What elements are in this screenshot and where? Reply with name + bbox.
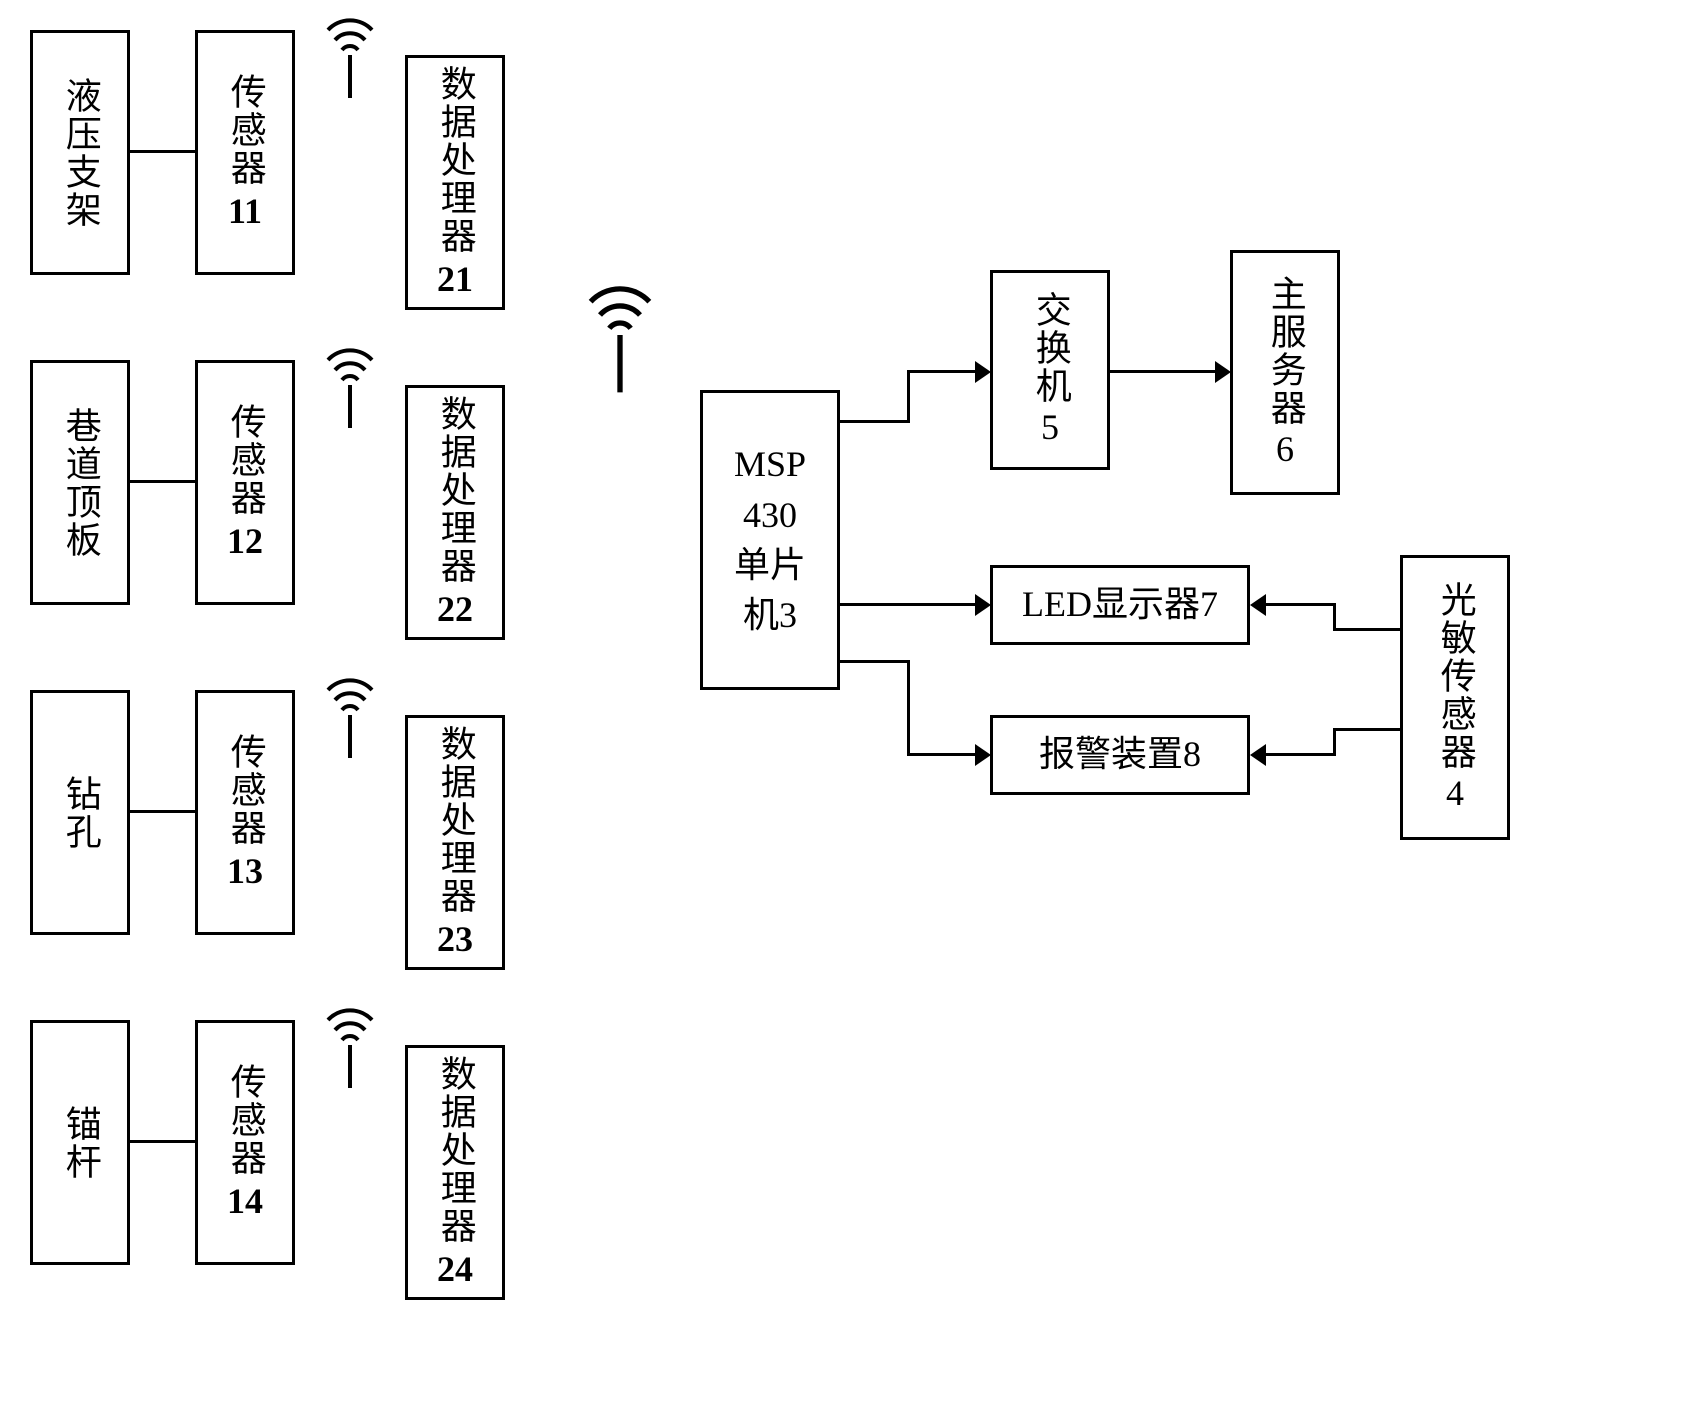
sensor-12: 传感器 12 bbox=[195, 360, 295, 605]
switch-num: 5 bbox=[1041, 407, 1059, 448]
processor-22: 数据处理器 22 bbox=[405, 385, 505, 640]
sensor1-num: 11 bbox=[228, 191, 262, 232]
photosensor-4: 光敏传感器 4 bbox=[1400, 555, 1510, 840]
led-display-7: LED显示器7 bbox=[990, 565, 1250, 645]
mcu-line1: MSP bbox=[734, 439, 806, 489]
sensor-14: 传感器 14 bbox=[195, 1020, 295, 1265]
processor-23: 数据处理器 23 bbox=[405, 715, 505, 970]
connector bbox=[1333, 603, 1336, 631]
connector bbox=[840, 420, 910, 423]
arrowhead-icon bbox=[1250, 594, 1266, 616]
proc2-num: 22 bbox=[437, 589, 473, 630]
connector bbox=[130, 480, 195, 483]
connector bbox=[1333, 728, 1400, 731]
sensor-13: 传感器 13 bbox=[195, 690, 295, 935]
mcu-line4: 机3 bbox=[743, 590, 797, 640]
sensor-11: 传感器 11 bbox=[195, 30, 295, 275]
processor-21: 数据处理器 21 bbox=[405, 55, 505, 310]
arrowhead-icon bbox=[1215, 361, 1231, 383]
wifi-icon bbox=[320, 10, 380, 100]
wifi-icon bbox=[320, 670, 380, 760]
mcu-msp430: MSP 430 单片 机3 bbox=[700, 390, 840, 690]
source1-label: 液压支架 bbox=[59, 77, 100, 229]
connector bbox=[130, 1140, 195, 1143]
wifi-icon bbox=[320, 1000, 380, 1090]
wifi-icon bbox=[320, 340, 380, 430]
connector bbox=[907, 370, 910, 423]
connector bbox=[1110, 370, 1215, 373]
connector bbox=[1266, 753, 1336, 756]
source-drill-hole: 钻孔 bbox=[30, 690, 130, 935]
proc3-num: 23 bbox=[437, 919, 473, 960]
arrowhead-icon bbox=[975, 361, 991, 383]
source2-label: 巷道顶板 bbox=[59, 407, 100, 559]
source-anchor-rod: 锚杆 bbox=[30, 1020, 130, 1265]
proc1-num: 21 bbox=[437, 259, 473, 300]
proc2-label: 数据处理器 bbox=[434, 395, 475, 585]
connector bbox=[907, 753, 975, 756]
mcu-line2: 430 bbox=[743, 490, 797, 540]
connector bbox=[840, 660, 910, 663]
source4-label: 锚杆 bbox=[59, 1105, 100, 1181]
led-label: LED显示器7 bbox=[1022, 584, 1218, 625]
connector bbox=[1333, 628, 1400, 631]
sensor4-num: 14 bbox=[227, 1181, 263, 1222]
mcu-line3: 单片 bbox=[734, 540, 806, 590]
connector bbox=[1266, 603, 1336, 606]
connector bbox=[1333, 728, 1336, 756]
connector bbox=[907, 660, 910, 755]
sensor2-label: 传感器 bbox=[224, 403, 265, 517]
arrowhead-icon bbox=[975, 594, 991, 616]
sensor3-label: 传感器 bbox=[224, 733, 265, 847]
sensor3-num: 13 bbox=[227, 851, 263, 892]
proc1-label: 数据处理器 bbox=[434, 65, 475, 255]
processor-24: 数据处理器 24 bbox=[405, 1045, 505, 1300]
sensor4-label: 传感器 bbox=[224, 1063, 265, 1177]
proc4-label: 数据处理器 bbox=[434, 1055, 475, 1245]
connector bbox=[907, 370, 975, 373]
proc4-num: 24 bbox=[437, 1249, 473, 1290]
photo-label: 光敏传感器 bbox=[1434, 581, 1475, 771]
connector bbox=[130, 150, 195, 153]
alarm-label: 报警装置8 bbox=[1039, 734, 1201, 775]
server-label: 主服务器 bbox=[1264, 275, 1305, 427]
connector bbox=[840, 603, 975, 606]
arrowhead-icon bbox=[975, 744, 991, 766]
wifi-icon bbox=[580, 275, 660, 395]
source3-label: 钻孔 bbox=[59, 775, 100, 851]
proc3-label: 数据处理器 bbox=[434, 725, 475, 915]
arrowhead-icon bbox=[1250, 744, 1266, 766]
server-num: 6 bbox=[1276, 429, 1294, 470]
connector bbox=[130, 810, 195, 813]
sensor1-label: 传感器 bbox=[224, 73, 265, 187]
sensor2-num: 12 bbox=[227, 521, 263, 562]
photo-num: 4 bbox=[1446, 773, 1464, 814]
switch-label: 交换机 bbox=[1029, 291, 1070, 405]
alarm-8: 报警装置8 bbox=[990, 715, 1250, 795]
server-6: 主服务器 6 bbox=[1230, 250, 1340, 495]
source-hydraulic-support: 液压支架 bbox=[30, 30, 130, 275]
switch-5: 交换机 5 bbox=[990, 270, 1110, 470]
source-roadway-roof: 巷道顶板 bbox=[30, 360, 130, 605]
